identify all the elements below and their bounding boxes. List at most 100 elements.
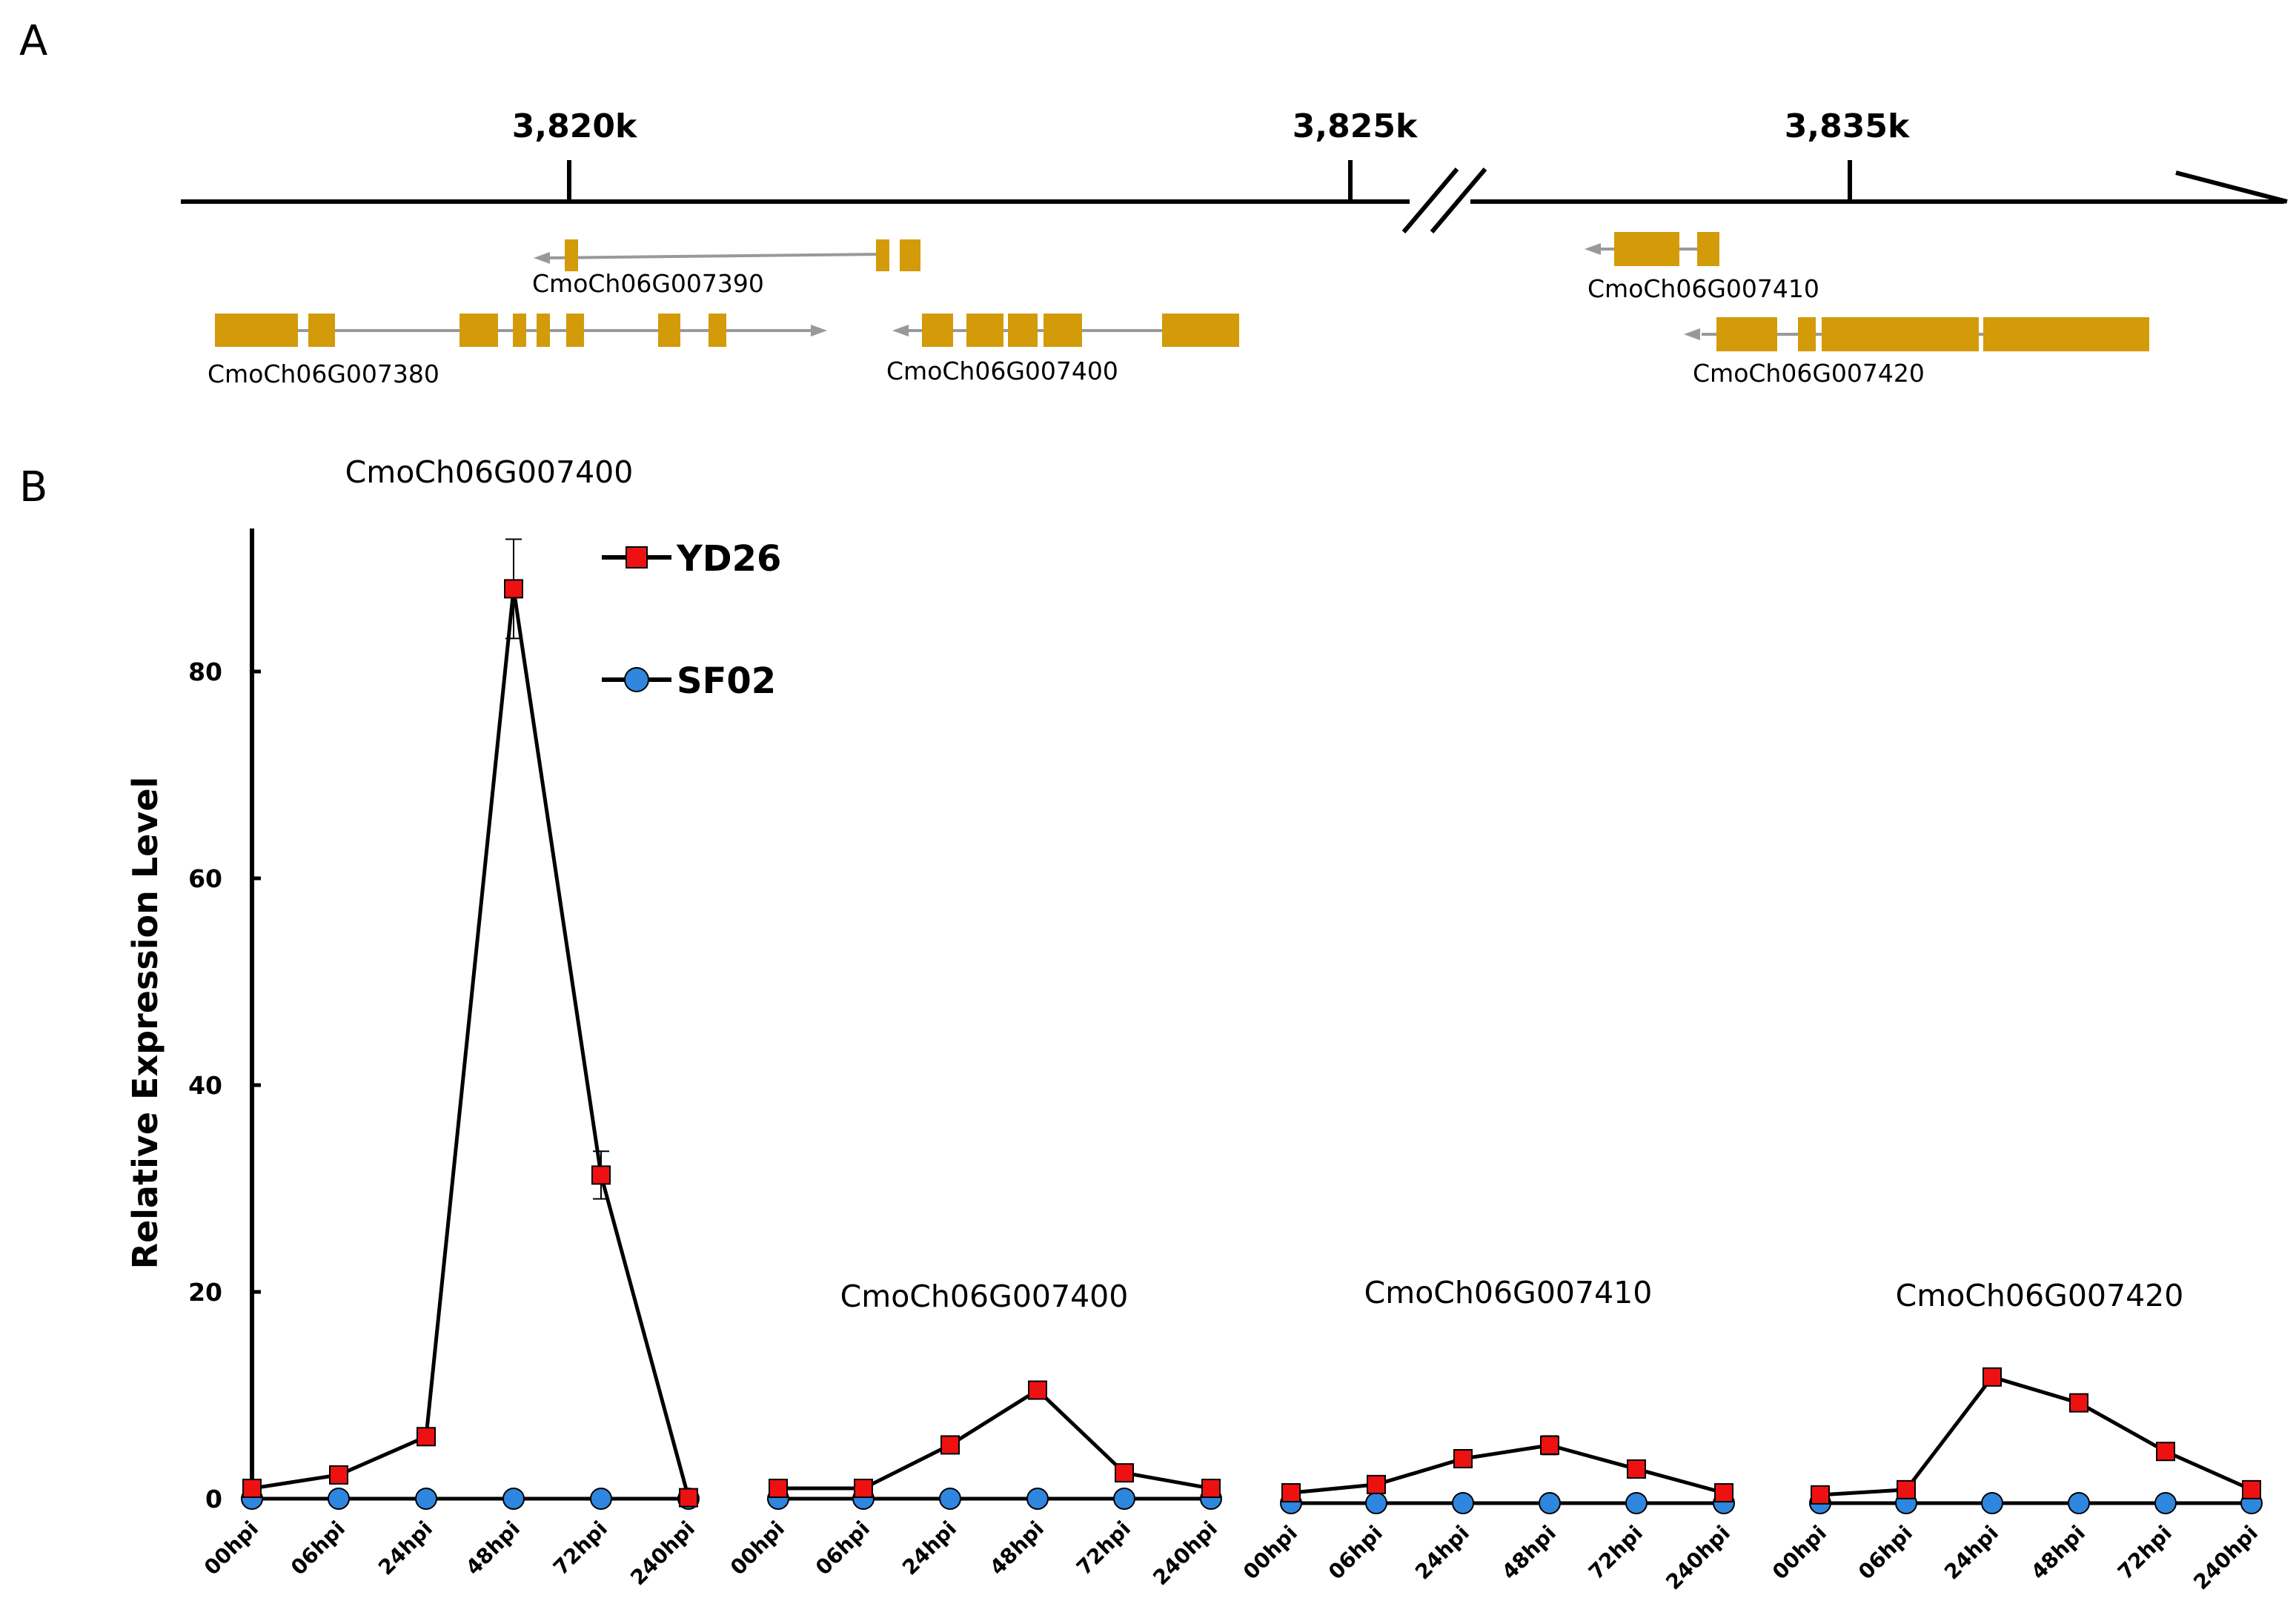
x-tick-label: 240hpi xyxy=(626,1516,700,1591)
series-line-yd26 xyxy=(1290,1443,1725,1495)
genome-ruler: 3,820k 3,825k 3,835k xyxy=(181,107,2288,233)
data-point-yd26 xyxy=(242,1479,262,1499)
y-tick-label: 0 xyxy=(205,1485,222,1514)
y-tick-label: 40 xyxy=(188,1071,222,1100)
strand-arrow xyxy=(811,325,827,337)
x-tick-label: 24hpi xyxy=(374,1516,437,1580)
data-point-sf02 xyxy=(415,1488,437,1510)
exon xyxy=(876,239,889,271)
y-axis: 0 20 40 60 80 xyxy=(188,528,261,1514)
data-point-sf02 xyxy=(328,1488,350,1510)
panel-b-label: B xyxy=(19,463,47,511)
x-tick-label: 48hpi xyxy=(2026,1521,2090,1585)
data-point-sf02 xyxy=(590,1488,612,1510)
exon xyxy=(215,314,298,347)
ruler-arrow-end xyxy=(2175,170,2288,204)
y-tick-label: 60 xyxy=(188,864,222,893)
data-point-sf02 xyxy=(1113,1488,1135,1510)
expression-chart-2: CmoCh06G007400 00hpi 06hpi 24hpi 48hpi 72hpi 2… xyxy=(726,1279,1222,1590)
exon xyxy=(709,314,726,347)
position-label: 3,825k xyxy=(1293,107,1419,145)
gene-model-cmoch06g007420: CmoCh06G007420 xyxy=(1684,317,2149,388)
data-point-yd26 xyxy=(1453,1449,1473,1469)
position-label: 3,820k xyxy=(512,107,638,145)
strand-arrow xyxy=(892,325,909,337)
data-point-sf02 xyxy=(2154,1492,2177,1514)
data-point-sf02 xyxy=(2068,1492,2090,1514)
intron-line xyxy=(544,253,880,259)
exon xyxy=(537,314,550,347)
data-point-yd26 xyxy=(679,1488,698,1508)
data-point-yd26 xyxy=(940,1435,960,1455)
gene-model-cmoch06g007380: CmoCh06G007380 xyxy=(208,314,827,388)
series-line-yd26 xyxy=(1819,1375,2253,1497)
gene-model-cmoch06g007390: CmoCh06G007390 xyxy=(532,239,920,298)
exon xyxy=(1798,317,1816,351)
panel-a-label: A xyxy=(19,17,47,65)
exon xyxy=(308,314,335,347)
expression-chart-3: CmoCh06G007410 00hpi 06hpi 24hpi 48hpi 72hpi 2… xyxy=(1238,1275,1735,1594)
gene-model-cmoch06g007410: CmoCh06G007410 xyxy=(1585,232,1819,303)
x-tick-label: 72hpi xyxy=(1072,1516,1135,1580)
data-point-yd26 xyxy=(2242,1479,2261,1499)
data-point-sf02 xyxy=(939,1488,961,1510)
legend-marker-sf02 xyxy=(624,667,649,692)
data-point-sf02 xyxy=(1539,1492,1561,1514)
data-point-yd26 xyxy=(591,1165,611,1185)
x-tick-label: 72hpi xyxy=(1584,1521,1648,1585)
strand-arrow xyxy=(1585,243,1601,255)
x-tick-label: 240hpi xyxy=(2189,1521,2263,1595)
x-tick-label: 48hpi xyxy=(985,1516,1049,1580)
data-point-yd26 xyxy=(504,579,523,599)
exon xyxy=(900,239,920,271)
x-tick-label: 06hpi xyxy=(1324,1521,1387,1585)
x-tick-label: 06hpi xyxy=(811,1516,875,1580)
data-point-yd26 xyxy=(1811,1485,1830,1505)
y-tick-label: 80 xyxy=(188,657,222,686)
gene-label: CmoCh06G007380 xyxy=(208,359,439,388)
data-point-yd26 xyxy=(417,1427,436,1447)
y-axis-title: Relative Expression Level xyxy=(125,777,165,1270)
x-tick-label: 24hpi xyxy=(1410,1521,1474,1585)
x-tick-label: 24hpi xyxy=(1940,1521,2003,1585)
x-tick-label: 00hpi xyxy=(199,1516,263,1580)
strand-arrow xyxy=(534,252,550,264)
x-tick-label: 24hpi xyxy=(898,1516,961,1580)
exon xyxy=(1983,317,2149,351)
data-point-yd26 xyxy=(329,1465,348,1485)
x-tick-label: 00hpi xyxy=(1238,1521,1302,1585)
data-point-yd26 xyxy=(1897,1479,1916,1499)
exon xyxy=(922,314,953,347)
gene-label: CmoCh06G007410 xyxy=(1587,274,1819,303)
exon xyxy=(1162,314,1239,347)
x-tick-label: 48hpi xyxy=(1497,1521,1561,1585)
exon xyxy=(459,314,498,347)
data-point-yd26 xyxy=(1983,1367,2002,1387)
data-point-yd26 xyxy=(1028,1380,1047,1400)
exon xyxy=(658,314,680,347)
position-label: 3,835k xyxy=(1785,107,1911,145)
x-tick-label: 72hpi xyxy=(2113,1521,2177,1585)
strand-arrow xyxy=(1684,328,1700,340)
exon xyxy=(1716,317,1777,351)
data-point-sf02 xyxy=(1981,1492,2003,1514)
gene-label: CmoCh06G007420 xyxy=(1693,359,1925,388)
series-line-yd26 xyxy=(251,586,691,1499)
legend: YD26 SF02 xyxy=(602,538,781,702)
data-point-yd26 xyxy=(1281,1483,1301,1503)
data-point-sf02 xyxy=(1365,1492,1387,1514)
data-point-yd26 xyxy=(1627,1459,1646,1479)
exon xyxy=(1822,317,1979,351)
chart-title: CmoCh06G007400 xyxy=(840,1279,1129,1314)
data-point-yd26 xyxy=(854,1479,873,1499)
x-tick-label: 240hpi xyxy=(1661,1521,1735,1595)
data-point-yd26 xyxy=(1714,1483,1733,1503)
legend-marker-yd26 xyxy=(626,546,648,568)
legend-label-yd26: YD26 xyxy=(676,538,781,580)
gene-model-cmoch06g007400: CmoCh06G007400 xyxy=(886,314,1239,385)
data-point-sf02 xyxy=(502,1488,525,1510)
data-point-yd26 xyxy=(1540,1435,1559,1455)
exon xyxy=(513,314,526,347)
